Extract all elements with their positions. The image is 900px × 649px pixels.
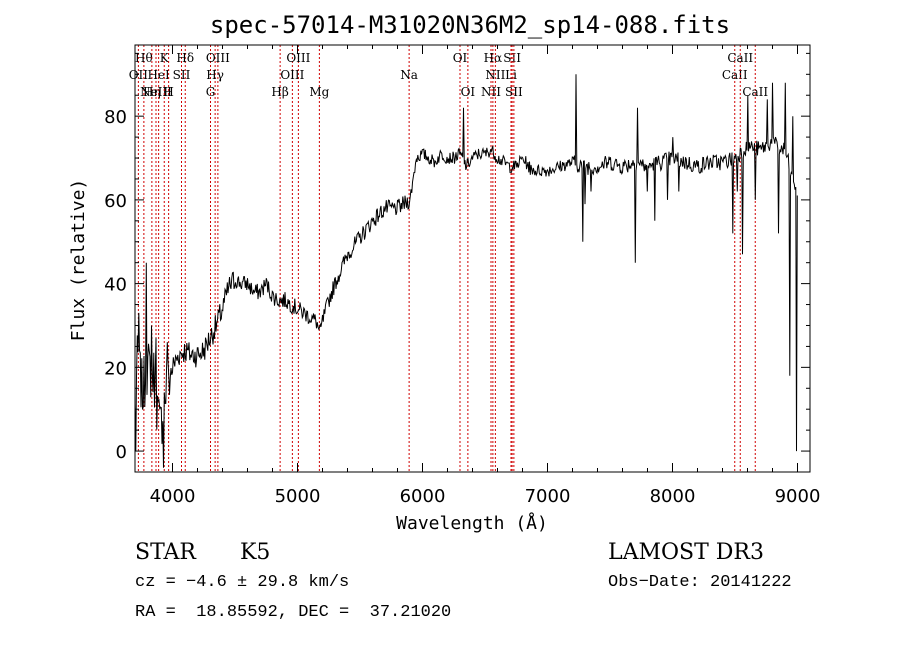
- line-marker-label: Hγ: [206, 68, 224, 82]
- x-tick-label: 4000: [150, 486, 196, 507]
- line-marker-label: Hη: [143, 85, 161, 99]
- y-tick-label: 0: [116, 442, 127, 463]
- line-marker-label: NII: [485, 68, 505, 82]
- line-marker-label: Hδ: [176, 51, 194, 65]
- object-class: STAR: [135, 540, 196, 565]
- y-tick-label: 20: [104, 358, 127, 379]
- line-marker-label: Na: [400, 68, 418, 82]
- line-marker-label: G: [206, 85, 216, 99]
- line-marker-label: Hα: [484, 51, 503, 65]
- line-marker-label: Hθ: [135, 51, 153, 65]
- line-marker-label: NeIII: [140, 85, 172, 99]
- line-marker-label: SII: [505, 85, 523, 99]
- spectrum-line: [134, 74, 798, 468]
- y-axis-label: Flux (relative): [68, 179, 89, 342]
- line-marker-label: CaII: [727, 51, 753, 65]
- emission-line-markers: HθOIIHηNeIIIHeIKHSIIHδGHγOIIIHβOIIIOIIIM…: [129, 45, 768, 472]
- spectrum-chart: spec-57014-M31020N36M2_sp14-088.fits Hθ O…: [68, 11, 821, 534]
- line-marker-label: K: [160, 51, 170, 65]
- line-marker-label: Mg: [309, 85, 329, 99]
- x-tick-label: 8000: [650, 486, 696, 507]
- line-marker-label: OI: [453, 51, 468, 65]
- x-axis-label: Wavelength (Å): [396, 512, 548, 534]
- line-marker-label: Li: [505, 68, 517, 82]
- plot-frame: [134, 44, 811, 473]
- line-marker-label: H: [163, 85, 173, 99]
- line-marker-label: NII: [481, 85, 501, 99]
- spectral-subclass: K5: [240, 540, 271, 565]
- line-marker-label: CaII: [742, 85, 768, 99]
- line-marker-label: OIII: [280, 68, 304, 82]
- line-marker-label: HeI: [147, 68, 170, 82]
- x-tick-label: 5000: [275, 486, 321, 507]
- chart-title: spec-57014-M31020N36M2_sp14-088.fits: [210, 11, 730, 39]
- y-tick-label: 80: [104, 107, 127, 128]
- survey-name: LAMOST DR3: [608, 540, 764, 565]
- y-axis: 0 20 40 60 80: [104, 52, 810, 473]
- coordinates: RA = 18.85592, DEC = 37.21020: [135, 603, 452, 622]
- x-tick-label: 9000: [775, 486, 821, 507]
- y-tick-label: 60: [104, 191, 127, 212]
- line-marker-label: SII: [173, 68, 191, 82]
- line-marker-label: OIII: [286, 51, 310, 65]
- line-marker-label: CaII: [722, 68, 748, 82]
- x-axis: 4000 5000 6000 7000 8000 9000: [150, 45, 821, 507]
- x-tick-label: 6000: [400, 486, 446, 507]
- redshift-text: cz = −4.6 ± 29.8 km/s: [135, 573, 350, 592]
- line-marker-label: SII: [503, 51, 521, 65]
- line-marker-label: OI: [461, 85, 476, 99]
- obs-date: Obs−Date: 20141222: [608, 573, 792, 592]
- line-marker-label: OII: [129, 68, 149, 82]
- x-tick-label: 7000: [525, 486, 571, 507]
- line-marker-label: Hβ: [271, 85, 288, 99]
- y-tick-label: 40: [104, 275, 127, 296]
- line-marker-label: OIII: [206, 51, 230, 65]
